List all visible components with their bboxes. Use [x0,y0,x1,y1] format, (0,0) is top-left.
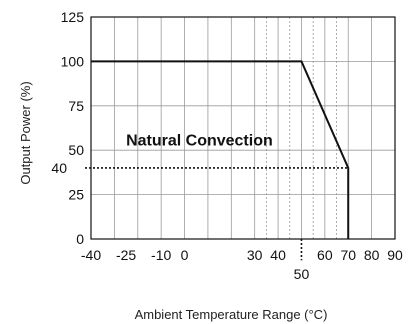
x-tick-label: 70 [340,247,356,263]
y-axis-label: Output Power (%) [18,81,33,184]
x-tick-label: -10 [151,247,171,263]
reference-lines [85,167,349,261]
x-tick-label: 0 [181,247,189,263]
x-tick-label: 40 [270,247,286,263]
y-tick-labels: 0 25 50 75 100 125 40 [51,9,84,247]
x-tick-label: 60 [317,247,333,263]
plot-frame [90,16,396,240]
y-tick-label: 100 [61,53,85,69]
x-axis-label: Ambient Temperature Range (°C) [135,307,328,322]
x-tick-label: 90 [387,247,403,263]
y-tick-label: 75 [68,98,84,114]
y-tick-label-extra: 40 [51,160,67,176]
x-tick-label-extra: 50 [294,266,310,282]
y-tick-label: 25 [68,187,84,203]
x-tick-label: -40 [81,247,101,263]
series-layer [91,60,350,239]
annotation-natural-convection: Natural Convection [126,133,273,150]
x-tick-label: 80 [364,247,380,263]
grid [90,16,396,240]
x-tick-label: 30 [247,247,263,263]
x-tick-labels: -40 -25 -10 0 30 40 60 70 80 90 50 [81,247,403,282]
y-tick-label: 0 [76,231,84,247]
x-tick-label: -25 [116,247,136,263]
derating-curve [91,60,350,239]
y-tick-label: 50 [68,142,84,158]
y-tick-label: 125 [61,9,85,25]
